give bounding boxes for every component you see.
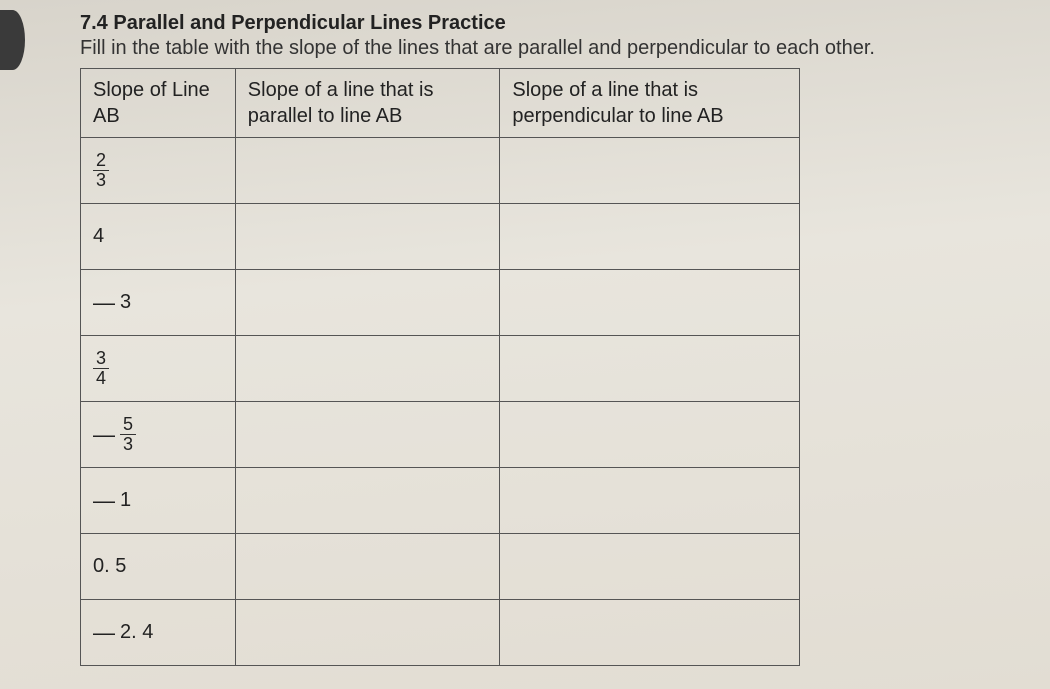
minus-sign: —: [93, 422, 115, 448]
cell-slope: —2. 4: [81, 600, 236, 666]
fraction-numerator: 3: [93, 349, 109, 369]
col-header-slope: Slope of Line AB: [81, 69, 236, 138]
slope-value: 2. 4: [120, 621, 153, 644]
slopes-table: Slope of Line AB Slope of a line that is…: [80, 68, 800, 666]
table-row: —1: [81, 468, 800, 534]
cell-parallel: [235, 270, 500, 336]
table-row: 4: [81, 204, 800, 270]
cell-parallel: [235, 138, 500, 204]
slope-value: 1: [120, 489, 131, 512]
cell-slope: —1: [81, 468, 236, 534]
cell-slope: —53: [81, 402, 236, 468]
table-row: —3: [81, 270, 800, 336]
table-row: 23: [81, 138, 800, 204]
cell-slope: 4: [81, 204, 236, 270]
cell-perpendicular: [500, 138, 800, 204]
instruction-text: Fill in the table with the slope of the …: [80, 37, 1020, 60]
fraction-denominator: 4: [93, 369, 109, 388]
cell-perpendicular: [500, 468, 800, 534]
table-header-row: Slope of Line AB Slope of a line that is…: [81, 69, 800, 138]
cell-slope: 0. 5: [81, 534, 236, 600]
cell-slope: —3: [81, 270, 236, 336]
table-row: —53: [81, 402, 800, 468]
cell-perpendicular: [500, 402, 800, 468]
cell-perpendicular: [500, 336, 800, 402]
cell-perpendicular: [500, 204, 800, 270]
cell-parallel: [235, 402, 500, 468]
fraction-denominator: 3: [93, 171, 109, 190]
table-row: —2. 4: [81, 600, 800, 666]
cell-parallel: [235, 204, 500, 270]
cell-slope: 34: [81, 336, 236, 402]
slope-value: 3: [120, 291, 131, 314]
minus-sign: —: [93, 488, 115, 514]
fraction: 53: [120, 415, 136, 454]
fraction-numerator: 5: [120, 415, 136, 435]
cell-parallel: [235, 468, 500, 534]
fraction: 23: [93, 151, 109, 190]
minus-sign: —: [93, 290, 115, 316]
cell-slope: 23: [81, 138, 236, 204]
fraction: 34: [93, 349, 109, 388]
cell-perpendicular: [500, 600, 800, 666]
table-row: 0. 5: [81, 534, 800, 600]
col-header-perpendicular: Slope of a line that is perpendicular to…: [500, 69, 800, 138]
cell-parallel: [235, 336, 500, 402]
slope-value: 4: [93, 225, 104, 248]
col-header-parallel: Slope of a line that is parallel to line…: [235, 69, 500, 138]
table-row: 34: [81, 336, 800, 402]
cell-perpendicular: [500, 270, 800, 336]
section-heading: 7.4 Parallel and Perpendicular Lines Pra…: [80, 12, 1020, 35]
fraction-numerator: 2: [93, 151, 109, 171]
cell-perpendicular: [500, 534, 800, 600]
fraction-denominator: 3: [120, 435, 136, 454]
cell-parallel: [235, 534, 500, 600]
slope-value: 0. 5: [93, 555, 126, 578]
cell-parallel: [235, 600, 500, 666]
minus-sign: —: [93, 620, 115, 646]
